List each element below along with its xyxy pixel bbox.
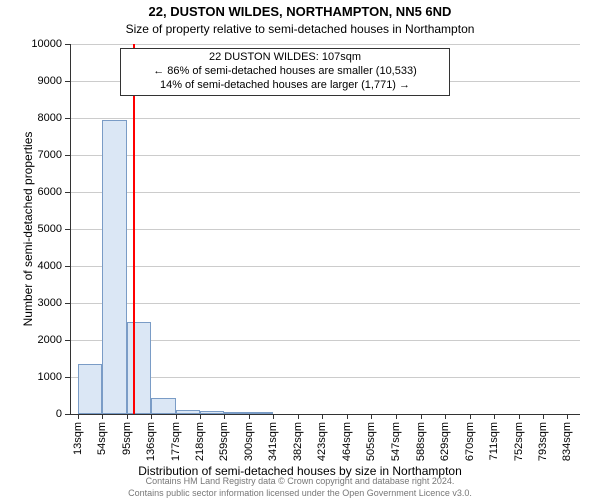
x-tick-mark (127, 414, 128, 419)
plot-area (70, 44, 580, 414)
x-tick-label: 793sqm (537, 422, 549, 461)
histogram-bar (78, 364, 102, 414)
x-axis-line (70, 414, 580, 415)
x-tick-label: 95sqm (121, 422, 133, 455)
x-tick-label: 505sqm (365, 422, 377, 461)
x-tick-label: 752sqm (513, 422, 525, 461)
footer-line-1: Contains HM Land Registry data © Crown c… (0, 476, 600, 486)
x-tick-mark (445, 414, 446, 419)
x-tick-mark (322, 414, 323, 419)
chart-title: 22, DUSTON WILDES, NORTHAMPTON, NN5 6ND (0, 4, 600, 19)
y-tick-label: 6000 (0, 186, 62, 198)
histogram-bar (127, 322, 151, 415)
property-marker-line (133, 44, 135, 414)
x-tick-mark (519, 414, 520, 419)
page: { "title_line1": "22, DUSTON WILDES, NOR… (0, 0, 600, 500)
y-tick-label: 4000 (0, 260, 62, 272)
y-tick-label: 9000 (0, 75, 62, 87)
annotation-line-2: ← 86% of semi-detached houses are smalle… (125, 65, 445, 79)
x-tick-mark (102, 414, 103, 419)
gridline (70, 192, 580, 193)
x-tick-mark (78, 414, 79, 419)
x-tick-label: 423sqm (316, 422, 328, 461)
x-tick-label: 13sqm (72, 422, 84, 455)
x-tick-mark (421, 414, 422, 419)
gridline (70, 155, 580, 156)
x-tick-label: 300sqm (243, 422, 255, 461)
y-tick-label: 3000 (0, 297, 62, 309)
x-tick-mark (347, 414, 348, 419)
x-tick-mark (470, 414, 471, 419)
x-tick-mark (200, 414, 201, 419)
annotation-line-1: 22 DUSTON WILDES: 107sqm (125, 51, 445, 65)
x-tick-label: 177sqm (170, 422, 182, 461)
x-tick-mark (249, 414, 250, 419)
gridline (70, 118, 580, 119)
gridline (70, 266, 580, 267)
x-tick-label: 711sqm (488, 422, 500, 460)
footer-line-2: Contains public sector information licen… (0, 488, 600, 498)
y-tick-label: 8000 (0, 112, 62, 124)
y-tick-label: 1000 (0, 371, 62, 383)
x-tick-label: 547sqm (390, 422, 402, 461)
y-axis-line (70, 44, 71, 414)
x-tick-label: 341sqm (267, 422, 279, 461)
x-tick-mark (371, 414, 372, 419)
gridline (70, 229, 580, 230)
gridline (70, 303, 580, 304)
gridline (70, 44, 580, 45)
annotation-box: 22 DUSTON WILDES: 107sqm ← 86% of semi-d… (120, 48, 450, 96)
x-tick-mark (273, 414, 274, 419)
x-tick-label: 218sqm (194, 422, 206, 461)
x-tick-mark (298, 414, 299, 419)
x-tick-mark (224, 414, 225, 419)
histogram-bar (102, 120, 126, 414)
x-tick-label: 588sqm (415, 422, 427, 461)
chart-subtitle: Size of property relative to semi-detach… (0, 22, 600, 36)
y-tick-label: 7000 (0, 149, 62, 161)
y-tick-label: 5000 (0, 223, 62, 235)
x-tick-label: 464sqm (341, 422, 353, 461)
histogram-bar (151, 398, 175, 414)
x-tick-label: 259sqm (218, 422, 230, 461)
x-tick-mark (494, 414, 495, 419)
x-tick-label: 136sqm (145, 422, 157, 461)
x-tick-label: 629sqm (439, 422, 451, 461)
x-tick-mark (151, 414, 152, 419)
x-tick-mark (567, 414, 568, 419)
x-tick-label: 54sqm (96, 422, 108, 455)
x-tick-label: 382sqm (292, 422, 304, 461)
y-tick-label: 10000 (0, 38, 62, 50)
y-tick-label: 0 (0, 408, 62, 420)
x-tick-mark (543, 414, 544, 419)
annotation-line-3: 14% of semi-detached houses are larger (… (125, 79, 445, 93)
x-tick-label: 834sqm (561, 422, 573, 461)
y-tick-label: 2000 (0, 334, 62, 346)
x-tick-mark (396, 414, 397, 419)
x-tick-mark (176, 414, 177, 419)
x-tick-label: 670sqm (464, 422, 476, 461)
